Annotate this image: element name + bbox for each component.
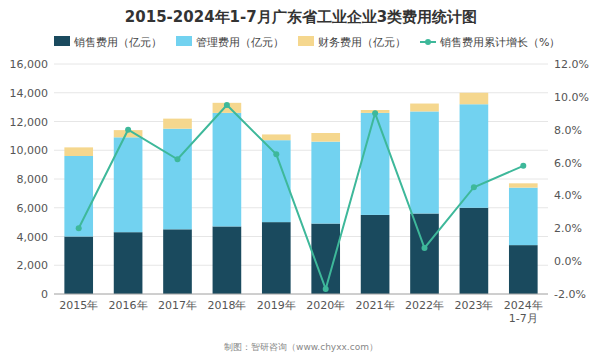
bar (64, 237, 93, 295)
bar (410, 111, 439, 213)
bar (460, 93, 489, 105)
y2-tick-label: 0.0% (554, 255, 582, 268)
y2-tick-label: -2.0% (554, 288, 586, 301)
legend-swatch (425, 39, 431, 45)
x-tick-label: 2021年 (356, 299, 395, 312)
legend-label: 销售费用（亿元） (73, 36, 162, 49)
legend-swatch (54, 36, 70, 46)
legend-swatch (176, 36, 192, 46)
x-tick-label: 2015年 (59, 299, 98, 312)
line-marker (224, 102, 230, 108)
y2-tick-label: 8.0% (554, 124, 582, 137)
footer: 制图：智研咨询（www.chyxx.com） (224, 342, 378, 352)
bar (163, 119, 192, 129)
grid-line (54, 294, 548, 295)
y-tick-label: 8,000 (17, 173, 49, 186)
x-tick-label: 2016年 (109, 299, 148, 312)
legend-swatch (298, 36, 314, 46)
bar (262, 134, 291, 140)
bar (311, 133, 340, 142)
bar (410, 104, 439, 112)
bar (262, 222, 291, 294)
y-tick-label: 6,000 (17, 202, 49, 215)
y2-tick-label: 10.0% (554, 91, 589, 104)
y2-tick-label: 4.0% (554, 189, 582, 202)
x-tick-label: 2020年 (306, 299, 345, 312)
bar-series (64, 93, 537, 188)
bar (460, 208, 489, 294)
bar (114, 232, 143, 294)
bar (311, 224, 340, 294)
legend-label: 销售费用累计增长（%） (439, 36, 560, 49)
x-axis-line (54, 294, 548, 295)
legend-label: 管理费用（亿元） (196, 36, 284, 49)
y-tick-label: 2,000 (17, 259, 49, 272)
bar (213, 103, 242, 113)
y2-tick-label: 6.0% (554, 157, 582, 170)
line (79, 105, 524, 289)
y-tick-label: 14,000 (10, 87, 49, 100)
bar (64, 147, 93, 156)
y2-tick-label: 12.0% (554, 58, 589, 71)
bar (213, 226, 242, 294)
y-tick-label: 0 (41, 288, 48, 301)
bar (509, 183, 538, 187)
line-marker (372, 110, 378, 116)
line-marker (471, 184, 477, 190)
line-series (76, 102, 527, 292)
plot-area (64, 93, 537, 294)
line-marker (125, 127, 131, 133)
bar (410, 214, 439, 295)
x-tick-label: 2019年 (257, 299, 296, 312)
grid (54, 64, 548, 294)
line-marker (422, 245, 428, 251)
legend: 销售费用（亿元） 管理费用（亿元） 财务费用（亿元） 销售费用累计增长（%） (54, 36, 560, 49)
x-tick-label: 2023年 (454, 299, 493, 312)
bar (311, 142, 340, 224)
bar (64, 156, 93, 237)
y-tick-label: 12,000 (10, 116, 49, 129)
grid-line (54, 64, 548, 65)
line-marker (273, 151, 279, 157)
bar (163, 229, 192, 294)
line-marker (323, 286, 329, 292)
legend-label: 财务费用（亿元） (318, 36, 406, 49)
title: 2015-2024年1-7月广东省工业企业3类费用统计图 (125, 8, 477, 26)
y2-tick-label: 2.0% (554, 222, 582, 235)
bar (361, 215, 390, 294)
line-marker (520, 163, 526, 169)
y-tick-label: 4,000 (17, 231, 49, 244)
x-tick-label: 2018年 (207, 299, 246, 312)
chart: 2015-2024年1-7月广东省工业企业3类费用统计图 0 2,000 4,000 6… (0, 0, 602, 356)
x-tick-label: 2022年 (405, 299, 444, 312)
y-tick-label: 10,000 (10, 144, 49, 157)
line-marker (76, 225, 82, 231)
bar (509, 245, 538, 294)
line-marker (175, 156, 181, 162)
bar (163, 129, 192, 230)
x-tick-label: 2024年1-7月 (504, 299, 543, 325)
bar (361, 113, 390, 215)
x-tick-label: 2017年 (158, 299, 197, 312)
bar (460, 104, 489, 208)
bar (213, 113, 242, 227)
bar (509, 188, 538, 246)
y-tick-label: 16,000 (10, 58, 49, 71)
